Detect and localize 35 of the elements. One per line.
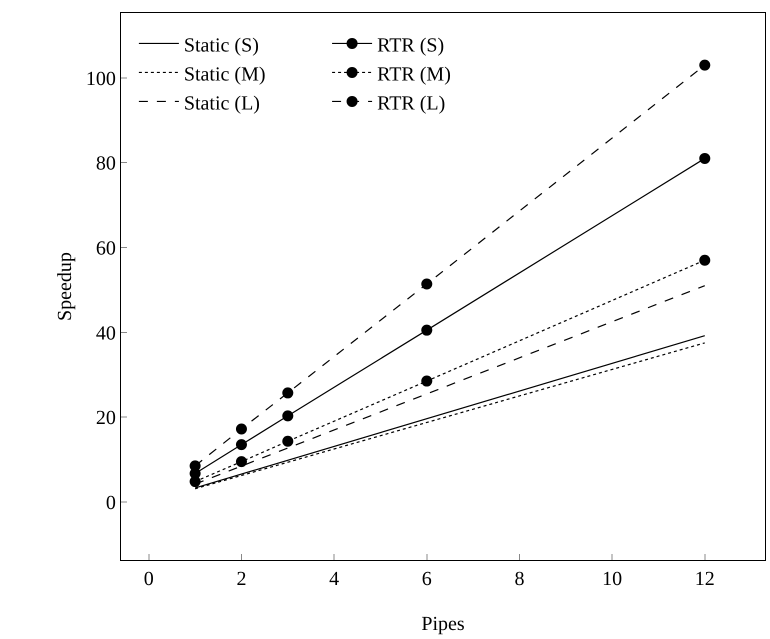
point [236, 456, 247, 468]
legend-label: Static (M) [184, 63, 266, 86]
x-axis-title: Pipes [421, 613, 465, 636]
y-axis-title: Speedup [54, 252, 76, 321]
point [282, 387, 294, 398]
x-tick-label: 6 [422, 568, 432, 590]
y-tick-label: 100 [86, 68, 116, 90]
x-tick-label: 12 [694, 568, 715, 590]
y-tick-label: 20 [96, 407, 116, 430]
point [421, 278, 432, 290]
point [421, 324, 432, 336]
legend-label: RTR (L) [377, 92, 446, 114]
x-tick-label: 8 [514, 568, 524, 590]
point [699, 60, 710, 71]
y-tick-label: 60 [96, 237, 116, 260]
point [236, 423, 247, 434]
legend-label: RTR (S) [377, 34, 444, 56]
point [190, 476, 201, 488]
x-tick-label: 10 [602, 568, 622, 590]
y-tick-label: 80 [96, 152, 116, 175]
x-tick-label: 4 [329, 568, 340, 590]
y-tick-label: 0 [106, 492, 116, 514]
point [699, 254, 710, 266]
legend-label: Static (L) [184, 92, 260, 114]
point [236, 439, 247, 450]
x-tick-label: 0 [144, 568, 154, 590]
point [190, 460, 201, 472]
x-tick-label: 2 [236, 568, 246, 590]
point [699, 152, 710, 164]
point [421, 376, 432, 387]
legend-label: RTR (M) [377, 63, 451, 86]
legend-label: Static (S) [184, 34, 259, 56]
y-tick-label: 40 [96, 322, 116, 344]
point [282, 436, 294, 447]
point [282, 410, 294, 422]
